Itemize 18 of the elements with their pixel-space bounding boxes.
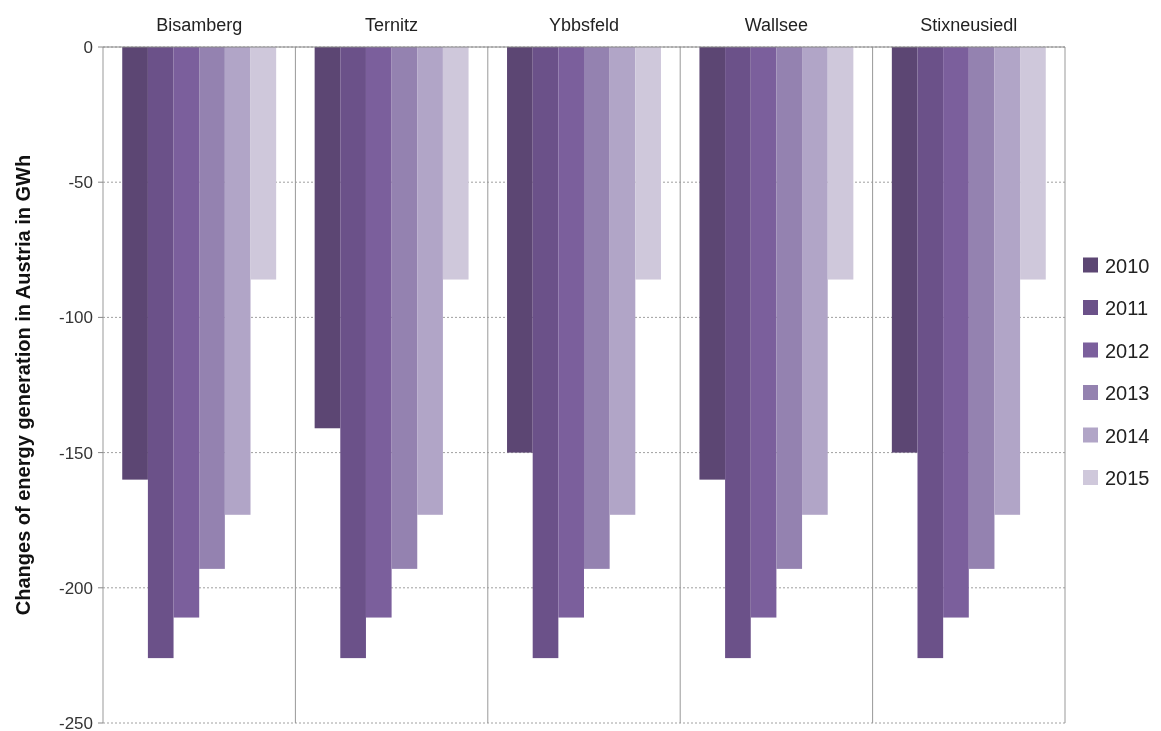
y-axis-title: Changes of energy generation in Austria in GWh xyxy=(12,154,34,616)
legend-label: 2012 xyxy=(1105,339,1150,362)
legend-label: 2015 xyxy=(1105,467,1150,489)
x-tick-label: Ternitz xyxy=(365,15,419,35)
y-tick-label: -100 xyxy=(58,308,93,328)
legend-label: 2013 xyxy=(1105,382,1150,404)
y-tick-label: -250 xyxy=(58,713,93,731)
legend-label: 2011 xyxy=(1105,297,1149,319)
y-tick-label: -50 xyxy=(68,173,93,193)
x-tick-label: Stixneusiedl xyxy=(920,15,1018,35)
legend-label: 2010 xyxy=(1105,254,1150,277)
y-tick-label: -200 xyxy=(58,578,93,598)
x-tick-label: Bisamberg xyxy=(156,15,243,35)
y-tick-label: 0 xyxy=(83,37,93,57)
x-tick-label: Wallsee xyxy=(744,15,809,35)
x-tick-label: Ybbsfeld xyxy=(548,15,620,35)
legend-label: 2014 xyxy=(1105,424,1150,447)
y-tick-label: -150 xyxy=(58,443,93,463)
